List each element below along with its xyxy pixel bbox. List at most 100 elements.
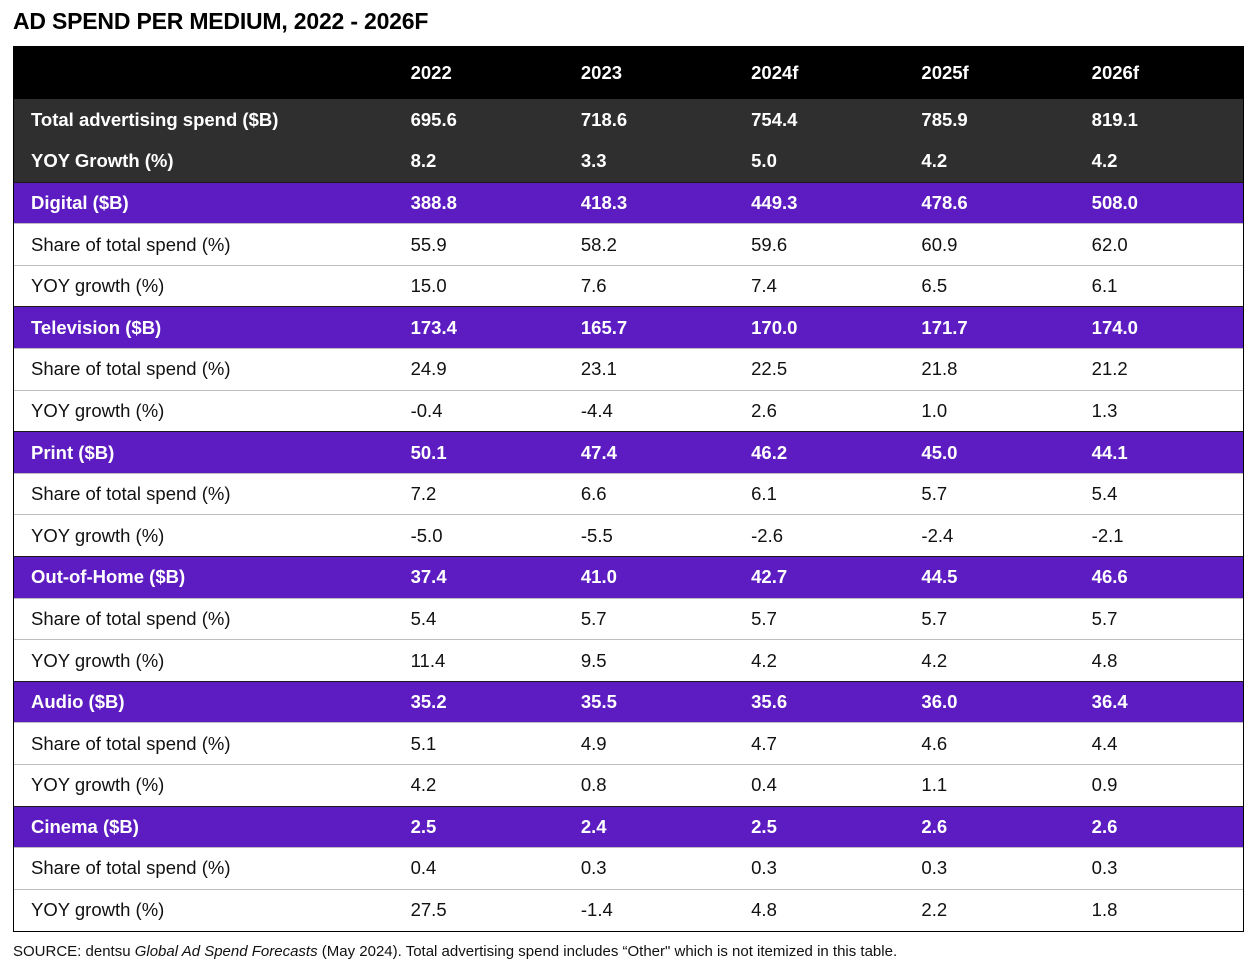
cell-value: 4.2: [902, 639, 1073, 682]
cell-value: 0.3: [561, 847, 733, 890]
cell-value: 41.0: [561, 556, 733, 599]
cell-value: 0.3: [1072, 847, 1243, 890]
cell-value: 35.5: [561, 680, 733, 723]
cell-value: 35.2: [391, 680, 562, 723]
cell-value: 4.2: [921, 150, 948, 172]
medium-row-television: Television ($B) 173.4 165.7 170.0 171.7 174.0: [14, 306, 1243, 349]
cell-value: 165.7: [561, 306, 733, 349]
cell-value: -2.4: [902, 514, 1073, 557]
cell-value: 785.9: [921, 108, 968, 130]
cell-value: 4.2: [1091, 150, 1118, 172]
cell-value: 0.4: [732, 764, 903, 807]
cell-value: 173.4: [391, 306, 562, 349]
cell-value: -2.6: [732, 514, 903, 557]
cell-value: 4.7: [732, 722, 903, 765]
header-cell-2022: 2022: [410, 62, 452, 83]
cell-value: 5.7: [561, 597, 733, 640]
cell-value: -0.4: [391, 389, 562, 432]
cell-value: 2.6: [732, 389, 903, 432]
cell-value: -4.4: [561, 389, 733, 432]
source-suffix: (May 2024). Total advertising spend incl…: [317, 943, 898, 960]
cell-value: 4.9: [561, 722, 733, 765]
row-label: Digital ($B): [14, 181, 392, 224]
cell-value: 46.2: [732, 431, 903, 474]
cell-value: 449.3: [732, 181, 903, 224]
cell-value: 819.1: [1091, 108, 1138, 130]
medium-row-print: Print ($B) 50.1 47.4 46.2 45.0 44.1: [14, 431, 1243, 474]
cell-value: 8.2: [410, 150, 437, 172]
cell-value: 7.4: [732, 264, 903, 307]
medium-row-cinema: Cinema ($B) 2.5 2.4 2.5 2.6 2.6: [14, 805, 1243, 848]
table-body: 2022 2023 2024f 2025f 2026f Total advert…: [14, 47, 1243, 931]
cell-value: 46.6: [1072, 556, 1243, 599]
row-label: Print ($B): [14, 431, 392, 474]
cell-value: 3.3: [580, 150, 607, 172]
cell-value: 5.7: [1072, 597, 1243, 640]
cell-value: 35.6: [732, 680, 903, 723]
cell-value: 5.4: [391, 597, 562, 640]
row-label: Audio ($B): [14, 680, 392, 723]
share-row-cinema: Share of total spend (%) 0.4 0.3 0.3 0.3 0.3: [14, 847, 1243, 890]
cell-value: -2.1: [1072, 514, 1243, 557]
row-label: Total advertising spend ($B): [31, 108, 279, 130]
cell-value: 0.9: [1072, 764, 1243, 807]
row-label: YOY growth (%): [14, 888, 392, 931]
row-label: YOY Growth (%): [31, 150, 174, 172]
yoy-row-print: YOY growth (%) -5.0 -5.5 -2.6 -2.4 -2.1: [14, 514, 1243, 557]
share-row-out-of-home: Share of total spend (%) 5.4 5.7 5.7 5.7 5.7: [14, 597, 1243, 640]
yoy-row-cinema: YOY growth (%) 27.5 -1.4 4.8 2.2 1.8: [14, 888, 1243, 931]
cell-value: 2.5: [391, 805, 562, 848]
share-row-audio: Share of total spend (%) 5.1 4.9 4.7 4.6 4.4: [14, 722, 1243, 765]
cell-value: 2.2: [902, 888, 1073, 931]
cell-value: 50.1: [391, 431, 562, 474]
cell-value: 36.0: [902, 680, 1073, 723]
cell-value: 47.4: [561, 431, 733, 474]
cell-value: 754.4: [751, 108, 798, 130]
row-label: Cinema ($B): [14, 805, 392, 848]
row-label: Share of total spend (%): [14, 348, 392, 391]
row-label: Share of total spend (%): [14, 722, 392, 765]
cell-value: 0.3: [902, 847, 1073, 890]
yoy-row-digital: YOY growth (%) 15.0 7.6 7.4 6.5 6.1: [14, 264, 1243, 307]
cell-value: -1.4: [561, 888, 733, 931]
cell-value: 44.1: [1072, 431, 1243, 474]
cell-value: 170.0: [732, 306, 903, 349]
cell-value: 508.0: [1072, 181, 1243, 224]
cell-value: 718.6: [580, 108, 628, 130]
row-label: YOY growth (%): [14, 389, 392, 432]
cell-value: 5.7: [902, 472, 1073, 515]
header-cell-2023: 2023: [580, 62, 623, 83]
cell-value: 22.5: [732, 348, 903, 391]
yoy-row-audio: YOY growth (%) 4.2 0.8 0.4 1.1 0.9: [14, 764, 1243, 807]
cell-value: 5.4: [1072, 472, 1243, 515]
header-cell-2026f: 2026f: [1091, 62, 1139, 83]
row-label: YOY growth (%): [14, 639, 392, 682]
cell-value: 0.4: [391, 847, 562, 890]
medium-row-digital: Digital ($B) 388.8 418.3 449.3 478.6 508.0: [14, 181, 1243, 224]
row-label: Share of total spend (%): [14, 597, 392, 640]
yoy-row-out-of-home: YOY growth (%) 11.4 9.5 4.2 4.2 4.8: [14, 639, 1243, 682]
cell-value: 4.2: [732, 639, 903, 682]
header-cell-2025f: 2025f: [921, 62, 969, 83]
source-publication: Global Ad Spend Forecasts: [134, 943, 318, 960]
cell-value: 2.6: [902, 805, 1073, 848]
cell-value: 6.6: [561, 472, 733, 515]
cell-value: 37.4: [391, 556, 562, 599]
total-spend-row: Total advertising spend ($B) 695.6 718.6…: [14, 99, 1243, 141]
ad-spend-table: 2022 2023 2024f 2025f 2026f Total advert…: [14, 47, 1243, 931]
medium-row-out-of-home: Out-of-Home ($B) 37.4 41.0 42.7 44.5 46.6: [14, 556, 1243, 599]
row-label: YOY growth (%): [14, 514, 392, 557]
yoy-row-television: YOY growth (%) -0.4 -4.4 2.6 1.0 1.3: [14, 389, 1243, 432]
cell-value: 5.0: [751, 150, 777, 172]
cell-value: 45.0: [902, 431, 1073, 474]
row-label: Television ($B): [14, 306, 392, 349]
header-cell-2024f: 2024f: [751, 62, 799, 83]
cell-value: 1.1: [902, 764, 1073, 807]
cell-value: 171.7: [902, 306, 1073, 349]
cell-value: 0.8: [561, 764, 733, 807]
cell-value: 9.5: [561, 639, 733, 682]
table-header-row: 2022 2023 2024f 2025f 2026f: [14, 47, 1243, 99]
cell-value: 2.4: [561, 805, 733, 848]
page-title: AD SPEND PER MEDIUM, 2022 - 2026F: [13, 8, 429, 34]
cell-value: 478.6: [902, 181, 1073, 224]
